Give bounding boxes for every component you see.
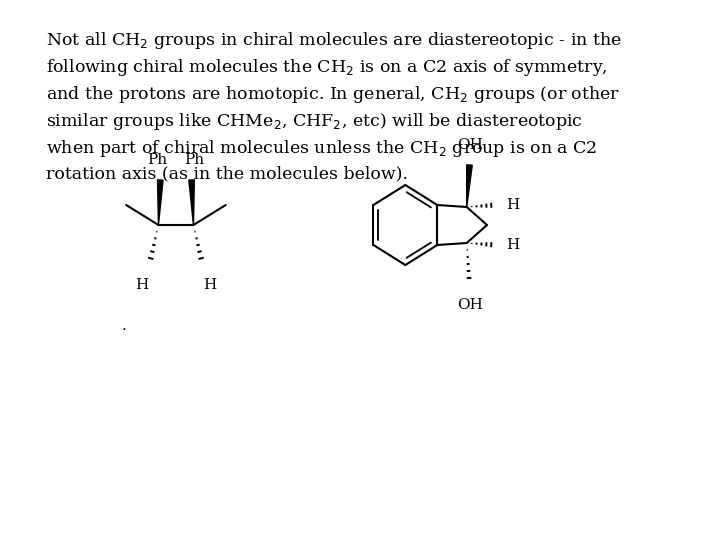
Text: when part of chiral molecules unless the CH$_2$ group is on a C2: when part of chiral molecules unless the… (46, 138, 598, 159)
Text: similar groups like CHMe$_2$, CHF$_2$, etc) will be diastereotopic: similar groups like CHMe$_2$, CHF$_2$, e… (46, 111, 583, 132)
Polygon shape (467, 165, 472, 207)
Text: OH: OH (457, 138, 483, 152)
Text: and the protons are homotopic. In general, CH$_2$ groups (or other: and the protons are homotopic. In genera… (46, 84, 620, 105)
Text: Not all CH$_2$ groups in chiral molecules are diastereotopic - in the: Not all CH$_2$ groups in chiral molecule… (46, 30, 622, 51)
Text: H: H (506, 238, 520, 252)
Text: H: H (135, 278, 148, 292)
Text: Ph: Ph (148, 153, 168, 167)
Polygon shape (158, 180, 163, 225)
Polygon shape (189, 180, 194, 225)
Text: following chiral molecules the CH$_2$ is on a C2 axis of symmetry,: following chiral molecules the CH$_2$ is… (46, 57, 608, 78)
Text: H: H (204, 278, 217, 292)
Text: .: . (122, 319, 127, 333)
Text: H: H (506, 198, 520, 212)
Text: rotation axis (as in the molecules below).: rotation axis (as in the molecules below… (46, 165, 408, 182)
Text: Ph: Ph (184, 153, 204, 167)
Text: OH: OH (457, 298, 483, 312)
